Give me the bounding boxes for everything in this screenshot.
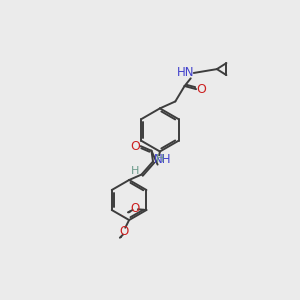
Text: HN: HN [177,67,195,80]
Text: O: O [130,140,140,153]
Text: O: O [119,225,128,238]
Text: H: H [156,154,164,164]
Text: H: H [131,166,140,176]
Text: O: O [122,215,123,216]
Text: O: O [196,83,206,96]
Text: NH: NH [154,154,172,166]
Text: O: O [130,202,140,215]
